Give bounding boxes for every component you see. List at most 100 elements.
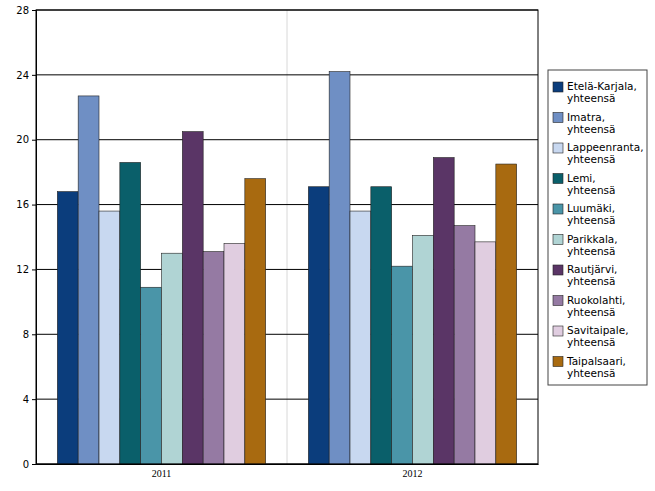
legend-label: Parikkala,yhteensä <box>567 233 618 257</box>
grid-line <box>36 74 538 75</box>
legend-item: Etelä-Karjala,yhteensä <box>553 80 637 104</box>
legend-item: Luumäki,yhteensä <box>553 202 615 226</box>
bar <box>120 162 141 464</box>
legend-item: Lappeenranta,yhteensä <box>553 141 643 165</box>
legend: Etelä-Karjala,yhteensäImatra,yhteensäLap… <box>548 70 647 385</box>
legend-label-line: Luumäki, <box>567 202 615 214</box>
y-tick: 16 <box>16 199 36 210</box>
y-tick: 8 <box>23 329 36 340</box>
legend-label-line: Parikkala, <box>567 233 618 245</box>
legend-label: Imatra,yhteensä <box>567 111 615 135</box>
legend-label-line: yhteensä <box>567 184 615 196</box>
bar <box>78 96 99 464</box>
legend-label: Ruokolahti,yhteensä <box>567 294 625 318</box>
legend-label-line: Ruokolahti, <box>567 294 625 306</box>
x-tick-label: 2011 <box>152 468 172 479</box>
y-tick: 28 <box>16 5 36 16</box>
legend-swatch <box>553 204 563 214</box>
legend-label-line: yhteensä <box>567 92 615 104</box>
legend-item: Parikkala,yhteensä <box>553 233 618 257</box>
y-tick: 20 <box>16 134 36 145</box>
bar <box>329 72 350 464</box>
legend-label-line: yhteensä <box>567 336 615 348</box>
legend-label-line: Savitaipale, <box>567 324 629 336</box>
legend-box <box>548 70 647 385</box>
legend-label-line: Lemi, <box>567 172 596 184</box>
y-tick-mark <box>32 334 36 335</box>
plot-frame <box>36 10 538 464</box>
legend-label: Rautjärvi,yhteensä <box>567 263 617 287</box>
bar <box>182 132 203 464</box>
legend-label-line: yhteensä <box>567 306 615 318</box>
legend-swatch <box>553 296 563 306</box>
grid <box>36 10 538 464</box>
y-tick-mark <box>32 464 36 465</box>
legend-label-line: yhteensä <box>567 275 615 287</box>
legend-label: Taipalsaari,yhteensä <box>566 355 626 379</box>
legend-label: Luumäki,yhteensä <box>567 202 615 226</box>
y-tick-label: 24 <box>16 70 29 81</box>
y-tick-mark <box>32 269 36 270</box>
bar <box>99 211 120 464</box>
plot: 0 4 8 12 16 20 24 28 2011 2012 <box>16 5 538 479</box>
y-tick-mark <box>32 205 36 206</box>
bars <box>57 72 516 464</box>
bar <box>245 179 266 464</box>
y-tick-mark <box>32 10 36 11</box>
bar <box>308 187 329 464</box>
legend-swatch <box>553 82 563 92</box>
bar <box>475 242 496 464</box>
bar <box>224 243 245 464</box>
chart: 048121620242820112012Etelä-Karjala,yhtee… <box>0 0 655 491</box>
y-tick: 4 <box>23 394 36 405</box>
legend-label-line: yhteensä <box>567 153 615 165</box>
legend-swatch <box>553 143 563 153</box>
legend-label: Etelä-Karjala,yhteensä <box>567 80 637 104</box>
legend-item: Imatra,yhteensä <box>553 111 615 135</box>
bar <box>454 226 475 464</box>
y-tick-mark <box>32 75 36 76</box>
bar <box>162 253 183 464</box>
legend-item: Rautjärvi,yhteensä <box>553 263 617 287</box>
x-axis: 2011 2012 <box>37 464 539 479</box>
legend-label: Savitaipale,yhteensä <box>567 324 629 348</box>
legend-label-line: Etelä-Karjala, <box>567 80 637 92</box>
y-tick-label: 20 <box>16 134 29 145</box>
bar <box>57 192 78 464</box>
x-tick: 2011 <box>152 464 172 479</box>
bar <box>413 235 434 464</box>
bar <box>141 287 162 464</box>
grid-line <box>36 204 538 205</box>
y-axis: 0 4 8 12 16 20 24 28 <box>16 5 36 470</box>
x-tick: 2012 <box>403 464 423 479</box>
legend-swatch <box>553 265 563 275</box>
y-tick-label: 0 <box>23 459 29 470</box>
legend-item: Ruokolahti,yhteensä <box>553 294 625 318</box>
legend-swatch <box>553 113 563 123</box>
legend-swatch <box>553 326 563 336</box>
y-tick: 0 <box>23 459 36 470</box>
legend-item: Taipalsaari,yhteensä <box>553 355 626 379</box>
legend-label-line: Imatra, <box>567 111 605 123</box>
bar <box>392 266 413 464</box>
bar <box>371 187 392 464</box>
bar <box>350 211 371 464</box>
category-separator <box>287 10 288 464</box>
y-tick-label: 12 <box>16 264 29 275</box>
legend-label-line: Taipalsaari, <box>566 355 626 367</box>
legend-label: Lemi,yhteensä <box>567 172 615 196</box>
legend-label-line: yhteensä <box>567 367 615 379</box>
legend-swatch <box>553 174 563 184</box>
bar <box>433 158 454 464</box>
legend-swatch <box>553 357 563 367</box>
legend-label-line: yhteensä <box>567 123 615 135</box>
y-tick-label: 16 <box>16 199 29 210</box>
y-tick-mark <box>32 399 36 400</box>
y-tick: 24 <box>16 70 36 81</box>
bar <box>203 252 224 464</box>
y-tick-mark <box>32 140 36 141</box>
y-tick-label: 28 <box>16 5 29 16</box>
y-tick: 12 <box>16 264 36 275</box>
legend-label-line: yhteensä <box>567 214 615 226</box>
grid-line <box>36 139 538 140</box>
